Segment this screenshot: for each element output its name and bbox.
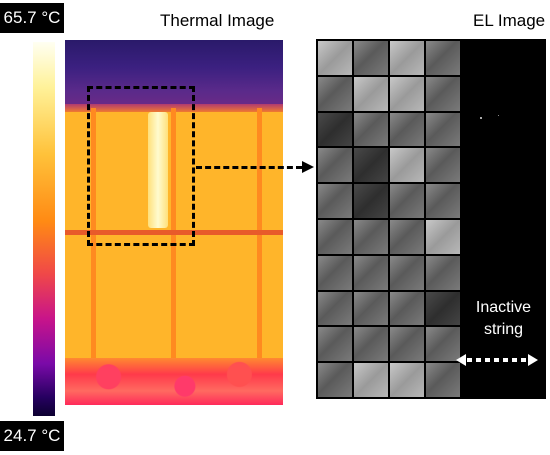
temperature-colorbar	[33, 42, 55, 416]
el-solar-cell	[390, 255, 424, 290]
el-solar-cell	[390, 363, 424, 397]
el-solar-cell	[390, 291, 424, 326]
el-solar-cell	[354, 255, 388, 290]
el-solar-cell	[426, 363, 460, 397]
el-solar-cell	[318, 112, 352, 147]
connector-arrow-line	[196, 166, 302, 169]
thermal-row-divider	[65, 230, 283, 235]
el-solar-cell	[318, 41, 352, 75]
el-solar-cell	[426, 41, 460, 75]
temperature-min-label: 24.7 °C	[0, 421, 64, 451]
thermal-cell-divider	[257, 108, 262, 398]
el-solar-cell	[426, 255, 460, 290]
el-solar-cell	[390, 148, 424, 183]
el-solar-cell	[354, 219, 388, 254]
el-solar-cell	[390, 219, 424, 254]
el-solar-cell	[426, 219, 460, 254]
el-solar-cell	[318, 363, 352, 397]
el-solar-cell	[354, 184, 388, 218]
el-solar-cell	[354, 327, 388, 362]
el-solar-cell	[390, 112, 424, 147]
el-solar-cell	[390, 184, 424, 218]
el-solar-cell	[390, 76, 424, 111]
el-cell-grid	[318, 41, 460, 397]
el-solar-cell	[318, 184, 352, 218]
el-solar-cell	[318, 327, 352, 362]
el-solar-cell	[390, 327, 424, 362]
el-image-title: EL Image	[473, 11, 546, 30]
thermal-hotspot	[148, 112, 168, 228]
el-solar-cell	[426, 184, 460, 218]
el-solar-cell	[354, 291, 388, 326]
el-solar-cell	[318, 291, 352, 326]
el-solar-cell	[354, 148, 388, 183]
el-solar-cell	[354, 41, 388, 75]
el-image	[316, 39, 546, 399]
el-solar-cell	[426, 76, 460, 111]
el-solar-cell	[390, 41, 424, 75]
el-solar-cell	[426, 148, 460, 183]
thermal-cell-divider	[171, 108, 176, 398]
el-solar-cell	[354, 363, 388, 397]
inactive-string-label: Inactive string	[475, 299, 532, 338]
el-solar-cell	[318, 255, 352, 290]
temperature-max-label: 65.7 °C	[0, 3, 64, 33]
el-solar-cell	[426, 291, 460, 326]
thermal-cell-divider	[91, 108, 96, 398]
thermal-image-title: Thermal Image	[160, 11, 275, 30]
el-solar-cell	[318, 219, 352, 254]
el-speck	[498, 115, 499, 116]
el-solar-cell	[426, 112, 460, 147]
el-solar-cell	[354, 76, 388, 111]
thermal-bottom-region	[65, 358, 283, 405]
el-speck	[480, 117, 482, 119]
arrow-right-icon	[302, 161, 314, 173]
el-solar-cell	[354, 112, 388, 147]
el-solar-cell	[318, 76, 352, 111]
thermal-image	[65, 40, 283, 405]
double-arrow-icon	[456, 354, 538, 366]
hotspot-highlight-box	[87, 86, 195, 246]
el-solar-cell	[426, 327, 460, 362]
thermal-top-region	[65, 40, 283, 108]
el-solar-cell	[318, 148, 352, 183]
